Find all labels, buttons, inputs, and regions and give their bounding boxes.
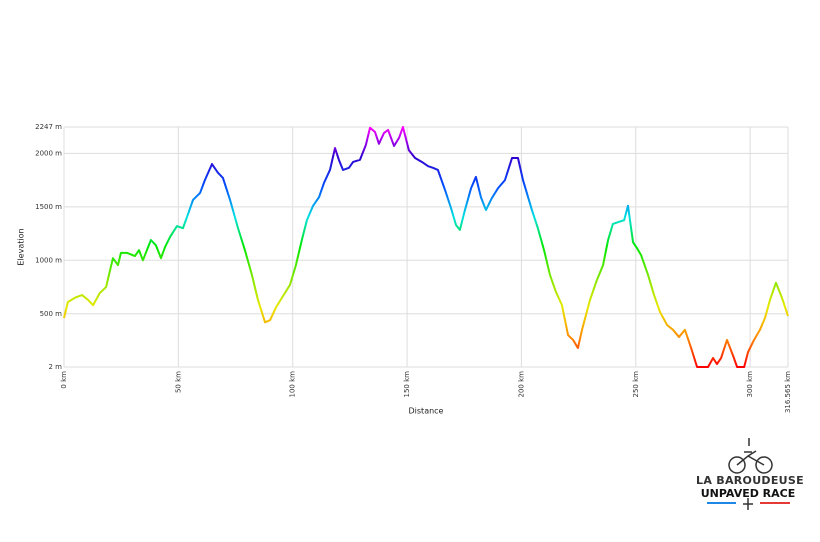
x-tick-label: 0 km	[60, 371, 68, 389]
y-tick-label: 1500 m	[35, 203, 62, 211]
x-tick-label: 150 km	[403, 371, 411, 398]
logo: LA BAROUDEUSE UNPAVED RACE	[696, 438, 804, 510]
y-tick-label: 1000 m	[35, 256, 62, 264]
x-tick-label: 250 km	[632, 371, 640, 398]
elevation-line	[63, 126, 789, 368]
x-tick-label: 200 km	[517, 371, 525, 398]
x-tick-label: 100 km	[289, 371, 297, 398]
y-tick-label: 2247 m	[35, 123, 62, 131]
y-tick-label: 2000 m	[35, 149, 62, 157]
y-axis-title: Elevation	[17, 228, 26, 265]
logo-icon	[728, 438, 773, 510]
logo-text: LA BAROUDEUSE	[696, 474, 804, 487]
x-axis-title: Distance	[409, 407, 444, 416]
y-tick-label: 500 m	[40, 310, 63, 318]
logo-text: UNPAVED RACE	[701, 487, 796, 500]
x-tick-label: 316.565 km	[784, 371, 792, 413]
x-tick-label: 300 km	[746, 371, 754, 398]
y-tick-label: 2 m	[49, 363, 63, 371]
x-tick-label: 50 km	[174, 371, 182, 393]
